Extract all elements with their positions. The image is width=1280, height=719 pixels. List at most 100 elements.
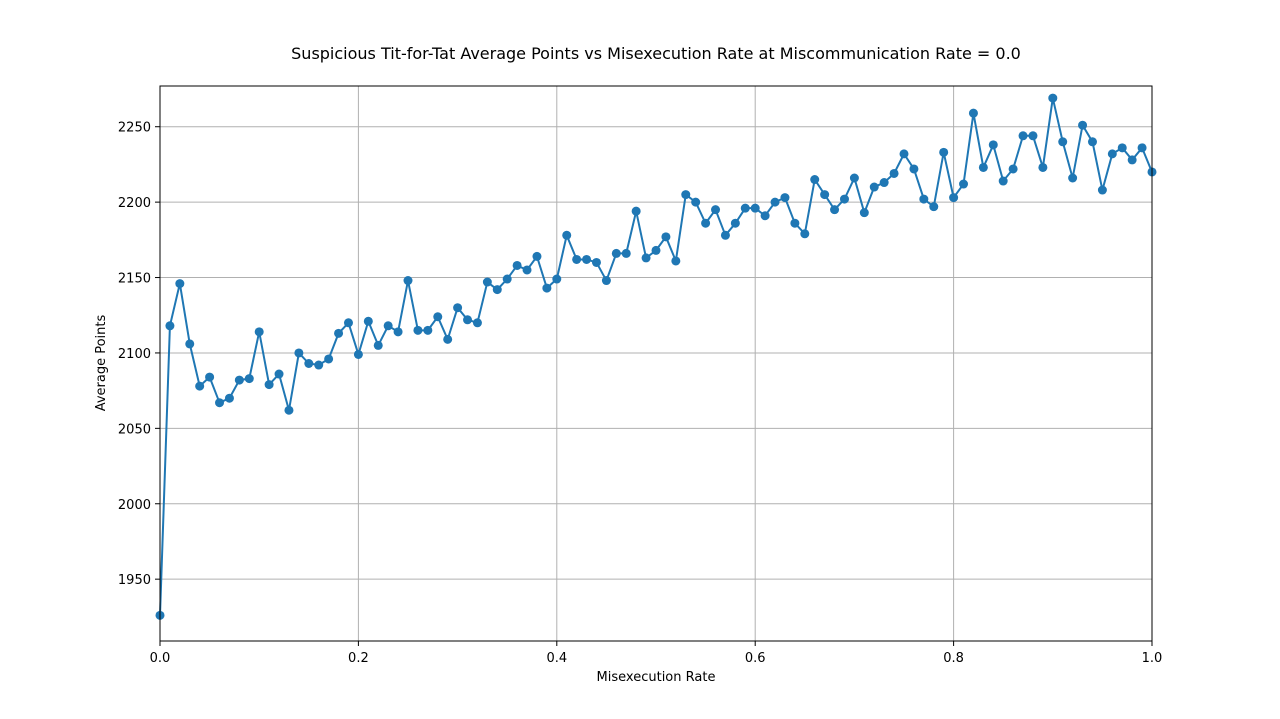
data-point (215, 398, 225, 408)
data-point (929, 202, 939, 212)
data-point (542, 283, 552, 293)
data-point (919, 194, 929, 204)
data-point (1068, 173, 1078, 183)
data-points (155, 93, 1157, 620)
y-axis-label: Average Points (94, 314, 109, 411)
data-point (353, 349, 363, 359)
data-point (701, 218, 711, 228)
x-axis-ticks: 0.0 0.2 0.4 0.6 0.8 1.0 (150, 641, 1163, 666)
data-point (909, 164, 919, 174)
y-tick-label: 2000 (118, 498, 151, 513)
data-point (750, 203, 760, 213)
data-point (591, 257, 601, 267)
data-point (195, 381, 205, 391)
x-axis-label: Misexecution Rate (597, 670, 716, 685)
data-point (839, 194, 849, 204)
data-point (1038, 162, 1048, 172)
data-point (988, 140, 998, 150)
data-point (264, 380, 274, 390)
data-point (294, 348, 304, 358)
y-tick-label: 2050 (118, 422, 151, 437)
data-point (959, 179, 969, 189)
data-point (552, 274, 562, 284)
x-tick-label: 1.0 (1142, 651, 1163, 666)
data-point (671, 256, 681, 266)
data-point (274, 369, 284, 379)
data-point (949, 193, 959, 203)
data-point (234, 375, 244, 385)
data-point (284, 405, 294, 415)
data-point (849, 173, 859, 183)
data-point (572, 254, 582, 264)
data-point (403, 276, 413, 286)
data-point (343, 318, 353, 328)
data-point (879, 178, 889, 188)
data-point (631, 206, 641, 216)
data-point (1028, 131, 1038, 141)
data-point (978, 162, 988, 172)
y-tick-label: 2200 (118, 196, 151, 211)
data-point (830, 205, 840, 215)
data-point (859, 208, 869, 218)
data-point (363, 316, 373, 326)
chart-title: Suspicious Tit-for-Tat Average Points vs… (291, 44, 1021, 63)
data-point (314, 360, 324, 370)
data-point (1117, 143, 1127, 153)
data-point (730, 218, 740, 228)
data-point (1048, 93, 1058, 103)
data-point (711, 205, 721, 215)
data-point (1127, 155, 1137, 165)
data-point (413, 325, 423, 335)
data-point (1107, 149, 1117, 159)
data-point (482, 277, 492, 287)
x-tick-label: 0.8 (943, 651, 964, 666)
data-point (512, 260, 522, 270)
data-point (175, 279, 185, 289)
data-point (582, 254, 592, 264)
data-point (621, 248, 631, 258)
data-point (790, 218, 800, 228)
data-point (1097, 185, 1107, 195)
data-point (443, 334, 453, 344)
data-point (869, 182, 879, 192)
data-point (1078, 120, 1088, 130)
x-tick-label: 0.2 (348, 651, 369, 666)
data-point (254, 327, 264, 337)
data-point (522, 265, 532, 275)
data-point (393, 327, 403, 337)
data-point (1008, 164, 1018, 174)
data-point (1087, 137, 1097, 147)
data-point (472, 318, 482, 328)
data-point (651, 245, 661, 255)
data-point (770, 197, 780, 207)
data-point (532, 251, 542, 261)
data-point (224, 393, 234, 403)
y-tick-label: 2150 (118, 272, 151, 287)
y-tick-label: 1950 (118, 573, 151, 588)
data-point (889, 168, 899, 178)
data-point (334, 328, 344, 338)
data-point (463, 315, 473, 325)
y-tick-label: 2100 (118, 347, 151, 362)
data-point (304, 359, 314, 368)
data-point (691, 197, 701, 207)
data-point (681, 190, 691, 200)
data-point (562, 230, 572, 240)
x-tick-label: 0.4 (546, 651, 567, 666)
data-point (502, 274, 512, 284)
data-point (601, 276, 611, 286)
y-tick-label: 2250 (118, 121, 151, 136)
data-point (611, 248, 621, 258)
data-point (492, 285, 502, 295)
data-point (433, 312, 443, 322)
x-tick-label: 0.0 (150, 651, 171, 666)
x-tick-label: 0.6 (745, 651, 766, 666)
data-point (205, 372, 215, 382)
data-point (800, 229, 810, 239)
data-point (453, 303, 463, 313)
data-point (760, 211, 770, 221)
data-point (1137, 143, 1147, 153)
data-point (1058, 137, 1068, 147)
data-point (1018, 131, 1028, 141)
